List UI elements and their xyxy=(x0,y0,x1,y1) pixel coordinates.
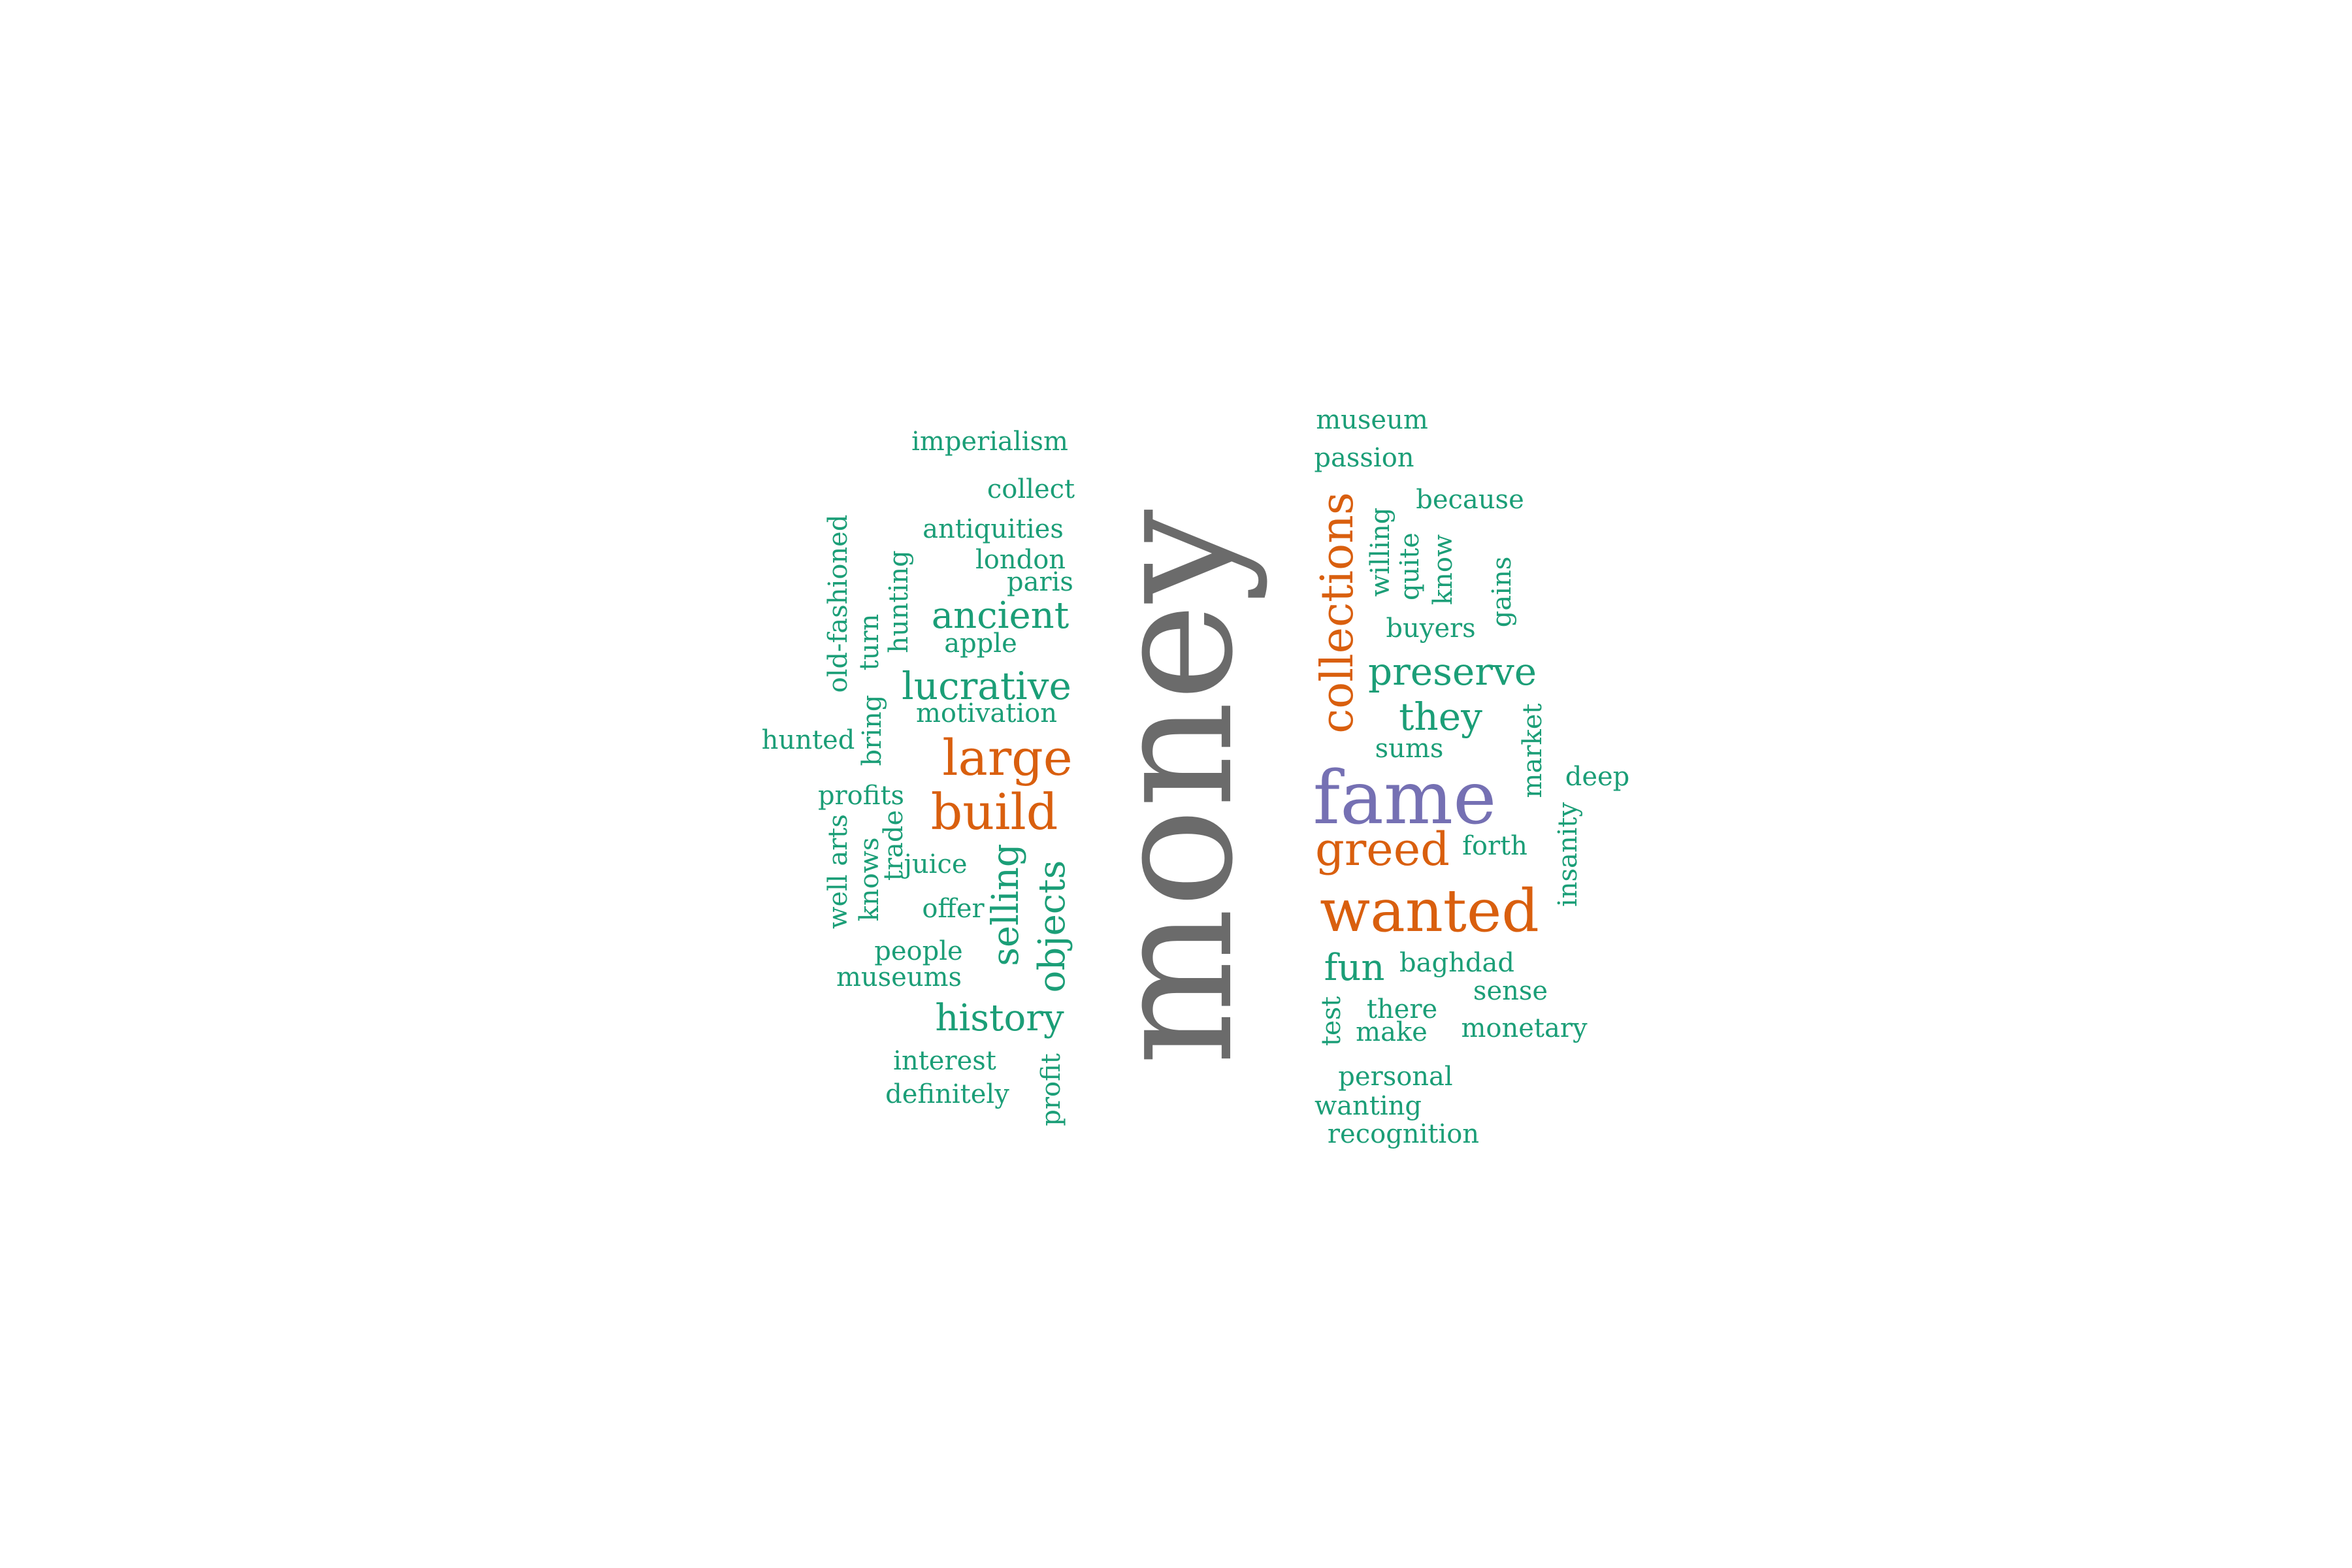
word-juice: juice xyxy=(904,849,968,879)
word-test: test xyxy=(1316,996,1347,1047)
word-motivation: motivation xyxy=(915,698,1058,728)
word-selling: selling xyxy=(985,843,1027,966)
word-wanting: wanting xyxy=(1314,1091,1422,1121)
word-imperialism: imperialism xyxy=(911,427,1068,457)
word-because: because xyxy=(1416,485,1524,515)
word-collections: collections xyxy=(1312,492,1364,734)
word-people: people xyxy=(874,936,963,966)
word-fun: fun xyxy=(1324,947,1385,989)
word-market: market xyxy=(1518,703,1548,798)
word-museums: museums xyxy=(836,962,962,992)
word-offer: offer xyxy=(922,894,985,924)
word-know: know xyxy=(1428,534,1458,606)
word-there: there xyxy=(1366,994,1438,1024)
word-hunted: hunted xyxy=(761,725,855,755)
word-greed: greed xyxy=(1315,823,1450,876)
word-make: make xyxy=(1356,1017,1428,1047)
word-trade: trade xyxy=(879,809,909,881)
word-definitely: definitely xyxy=(885,1079,1009,1109)
word-recognition: recognition xyxy=(1327,1119,1480,1149)
word-objects: objects xyxy=(1031,860,1073,993)
word-profits: profits xyxy=(817,781,905,811)
word-buyers: buyers xyxy=(1386,613,1476,644)
word-personal: personal xyxy=(1338,1062,1453,1092)
word-forth: forth xyxy=(1462,831,1527,861)
word-willing: willing xyxy=(1365,507,1396,597)
word-sums: sums xyxy=(1375,734,1444,764)
word-passion: passion xyxy=(1314,443,1414,473)
word-lucrative: lucrative xyxy=(902,664,1071,708)
word-quite: quite xyxy=(1395,532,1425,600)
word-well-arts: well arts xyxy=(823,814,853,929)
word-london: london xyxy=(975,545,1066,575)
word-apple: apple xyxy=(944,629,1017,659)
word-gains: gains xyxy=(1487,556,1517,628)
word-build: build xyxy=(930,783,1058,841)
word-museum: museum xyxy=(1316,405,1428,435)
word-paris: paris xyxy=(1007,567,1073,597)
word-history: history xyxy=(935,997,1064,1039)
word-collect: collect xyxy=(987,474,1075,504)
word-interest: interest xyxy=(893,1046,996,1076)
word-ancient: ancient xyxy=(931,595,1070,637)
word-they: they xyxy=(1399,694,1482,739)
word-monetary: monetary xyxy=(1461,1013,1588,1043)
word-deep: deep xyxy=(1565,762,1630,792)
word-turn: turn xyxy=(855,613,885,671)
word-fame: fame xyxy=(1313,756,1497,841)
word-bring: bring xyxy=(857,694,887,766)
word-large: large xyxy=(942,728,1073,787)
word-profit: profit xyxy=(1036,1053,1066,1126)
word-antiquities: antiquities xyxy=(923,514,1064,544)
word-baghdad: baghdad xyxy=(1399,948,1514,978)
word-preserve: preserve xyxy=(1367,649,1537,694)
word-wanted: wanted xyxy=(1320,877,1539,945)
word-hunting: hunting xyxy=(884,550,914,653)
word-insanity: insanity xyxy=(1553,802,1583,907)
word-money: money xyxy=(1076,509,1269,1066)
word-old-fashioned: old-fashioned xyxy=(823,514,853,693)
word-sense: sense xyxy=(1473,976,1548,1006)
